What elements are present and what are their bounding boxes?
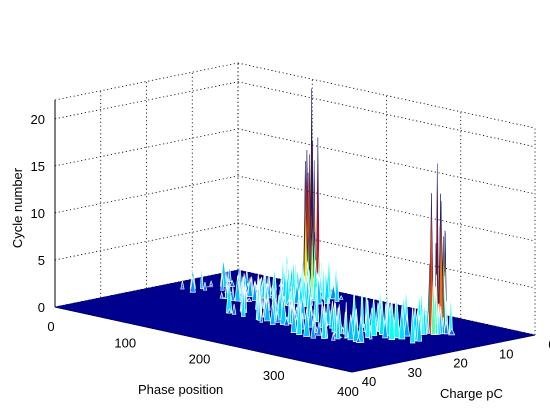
surface-spike [283, 316, 290, 326]
surface-spike [331, 332, 336, 341]
surface-spike [316, 321, 322, 336]
surface-spike [378, 300, 386, 336]
surface-spike [303, 308, 311, 337]
surface-spike [325, 297, 332, 325]
surface-spike [241, 285, 246, 317]
z-tick-label: 5 [38, 253, 45, 268]
y-tick-label: 40 [362, 374, 376, 389]
surface-spike [310, 321, 316, 339]
surface-spike [231, 303, 237, 315]
z-tick-label: 15 [31, 159, 45, 174]
surface-spike [323, 271, 331, 304]
grid-line [237, 81, 536, 148]
surface-spike [200, 263, 204, 290]
grid-line [237, 62, 536, 129]
tick-layer: 010020030040001020304005101520 [31, 112, 550, 399]
surface-spike [448, 291, 453, 335]
surface-spike [388, 297, 396, 340]
surface-spike [300, 312, 305, 330]
surface-spike [227, 308, 232, 314]
x-tick-label: 200 [189, 352, 211, 367]
grid-line [237, 175, 536, 242]
surface-spike [229, 279, 236, 287]
y-tick-label: 0 [548, 337, 550, 352]
surface-spike [227, 264, 232, 283]
surface-spike [189, 276, 196, 293]
surface-spike [230, 286, 235, 301]
x-axis-label: Phase position [138, 382, 223, 397]
y-tick-label: 20 [453, 356, 467, 371]
grid-line [237, 222, 536, 289]
surface-spike [355, 335, 361, 343]
surface-spike [329, 284, 337, 300]
surface-spike [334, 271, 340, 302]
surface-spike [321, 306, 327, 339]
surface-spike [267, 277, 272, 299]
surface-spike [290, 307, 297, 333]
surface-spike [393, 294, 400, 339]
surface-spike [180, 280, 185, 290]
surface-spike [209, 279, 214, 286]
grid-line [54, 62, 239, 101]
surface-spike [269, 303, 276, 325]
grid-line [54, 175, 239, 214]
z-tick-label: 10 [31, 206, 45, 221]
x-tick-label: 300 [263, 368, 285, 383]
x-tick-label: 100 [114, 335, 136, 350]
grid-line [54, 128, 239, 167]
surface-spike [365, 300, 371, 339]
surface-spike [247, 277, 254, 297]
surface-spike [315, 284, 319, 323]
y-axis-label: Charge pC [440, 386, 503, 401]
surface-spike [403, 316, 411, 337]
x-tick-label: 400 [337, 384, 359, 399]
surface-spike [410, 306, 416, 344]
surface-spike [448, 327, 456, 336]
y-tick-label: 30 [408, 365, 422, 380]
surface-spike [219, 291, 224, 299]
grid-line [54, 222, 239, 261]
surface-spike [321, 256, 326, 300]
y-tick-label: 10 [499, 346, 513, 361]
surface-spike [369, 324, 373, 340]
surface-spike [338, 295, 344, 300]
surface-spike [251, 282, 258, 301]
surface-spike [443, 321, 449, 335]
surface-spike [275, 311, 280, 323]
surface-spike [259, 310, 263, 323]
surface-spike [263, 297, 271, 322]
surface-spike [352, 315, 360, 342]
surface-spike [335, 307, 341, 340]
surface-spike [234, 275, 241, 302]
surface-spike [220, 272, 225, 291]
surface-spike [202, 281, 208, 291]
surface-spike [370, 296, 378, 336]
surface-spike [416, 315, 423, 342]
surface-spike [347, 314, 355, 341]
grid-line [54, 81, 239, 120]
z-tick-label: 20 [31, 112, 45, 127]
surface-spike [307, 305, 314, 328]
surface-spike [382, 318, 389, 339]
surface-spike [257, 294, 262, 321]
surface-spike [357, 314, 365, 343]
surface-spike [246, 297, 253, 302]
surface-spike [287, 293, 291, 325]
surface-spike [421, 294, 425, 335]
z-axis-label: Cycle number [10, 167, 25, 248]
surface-spike [430, 276, 437, 335]
surface-spike [279, 295, 288, 325]
surface-spike [296, 299, 303, 336]
surface-spike [398, 305, 406, 340]
x-tick-label: 0 [47, 319, 54, 334]
z-tick-label: 0 [38, 300, 45, 315]
surface-layer [54, 88, 536, 373]
